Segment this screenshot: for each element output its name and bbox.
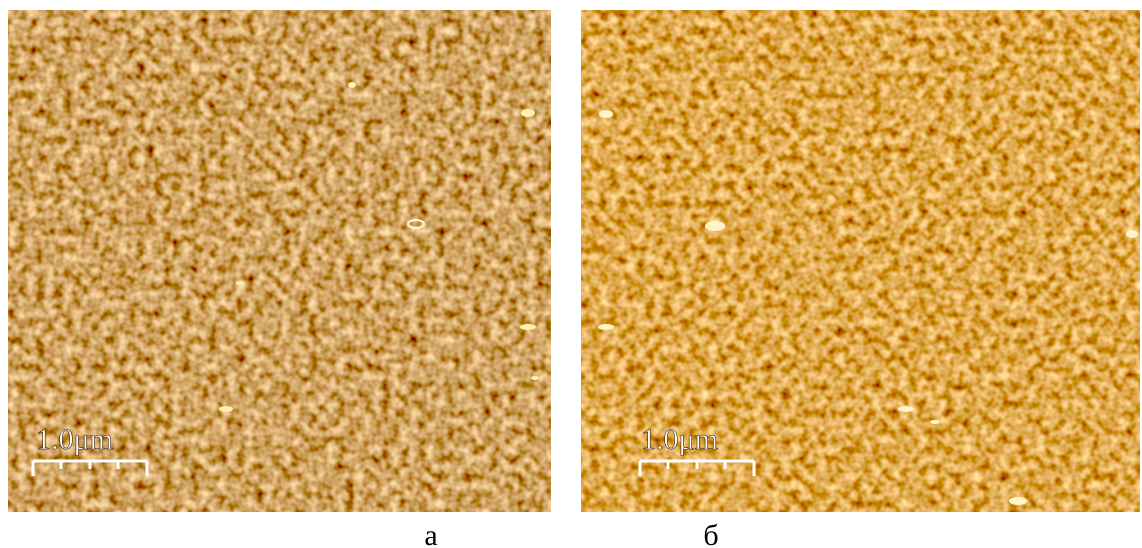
afm-image-a: 1.0μm bbox=[8, 10, 551, 512]
bright-spots bbox=[219, 82, 539, 412]
bright-spots bbox=[598, 110, 1138, 505]
caption: б bbox=[703, 519, 718, 548]
image-texture bbox=[581, 10, 1140, 512]
scale-bar: 1.0μm bbox=[31, 423, 149, 476]
image-texture bbox=[8, 10, 551, 512]
afm-image-b: 1.0μm bbox=[581, 10, 1140, 512]
scale-label: 1.0μm bbox=[36, 423, 113, 456]
scale-label: 1.0μm bbox=[641, 423, 718, 456]
caption: а bbox=[424, 519, 437, 548]
scale-bar: 1.0μm bbox=[638, 423, 756, 476]
